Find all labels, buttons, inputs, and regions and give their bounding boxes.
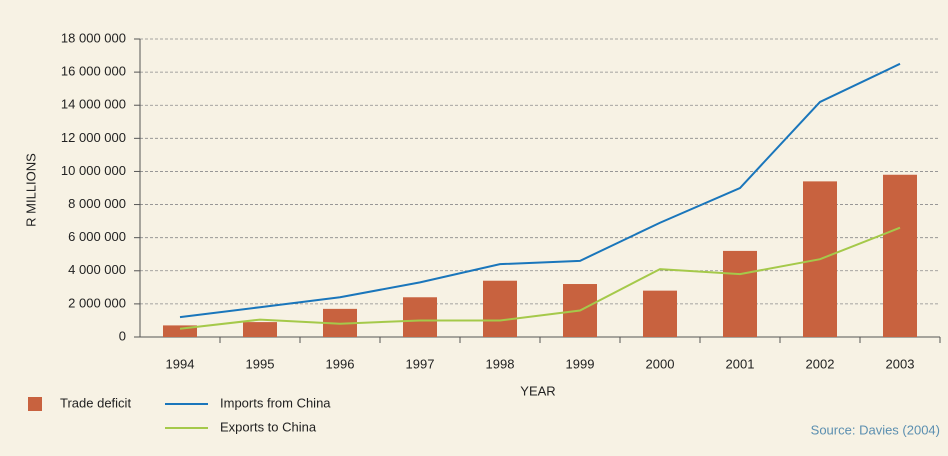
legend-label: Exports to China [220, 419, 317, 434]
legend-swatch [28, 397, 42, 411]
y-tick-label: 2 000 000 [68, 295, 126, 310]
x-tick-label: 1997 [406, 356, 435, 371]
source: Source: Davies (2004) [811, 422, 940, 437]
x-tick-label: 2003 [886, 356, 915, 371]
x-tick-label: 1994 [166, 356, 195, 371]
legend-label: Trade deficit [60, 395, 131, 410]
x-tick-label: 1999 [566, 356, 595, 371]
y-tick-label: 6 000 000 [68, 229, 126, 244]
bar [163, 325, 197, 337]
bar [483, 280, 517, 337]
y-axis-label: R MILLIONS [23, 153, 38, 227]
bar [723, 250, 757, 337]
y-tick-label: 14 000 000 [61, 97, 126, 112]
y-tick-label: 8 000 000 [68, 196, 126, 211]
bar [883, 174, 917, 337]
x-tick-label: 2002 [806, 356, 835, 371]
y-tick-label: 10 000 000 [61, 163, 126, 178]
legend-label: Imports from China [220, 395, 331, 410]
line [179, 226, 901, 330]
x-tick-label: 1998 [486, 356, 515, 371]
y-tick-label: 18 000 000 [61, 30, 126, 45]
bar [643, 290, 677, 337]
x-axis-label: YEAR [520, 383, 555, 398]
y-tick-label: 0 [119, 328, 126, 343]
bar [403, 297, 437, 337]
x-tick-label: 1996 [326, 356, 355, 371]
line [179, 62, 901, 319]
bar [243, 322, 277, 337]
y-tick-label: 16 000 000 [61, 64, 126, 79]
y-tick-label: 12 000 000 [61, 130, 126, 145]
x-tick-label: 2001 [726, 356, 755, 371]
x-tick-label: 2000 [646, 356, 675, 371]
x-tick-label: 1995 [246, 356, 275, 371]
y-tick-label: 4 000 000 [68, 262, 126, 277]
